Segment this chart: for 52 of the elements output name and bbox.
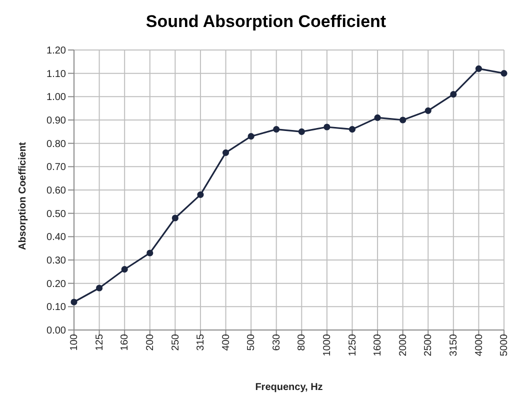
x-tick-label: 4000 [474, 334, 485, 356]
x-tick-label: 1000 [322, 334, 334, 356]
y-tick-label: 0.50 [46, 208, 66, 220]
x-tick-label: 400 [220, 334, 232, 351]
y-axis-title: Absorption Coefficient [18, 142, 29, 250]
point [273, 126, 280, 133]
x-tick-label: 1600 [372, 334, 384, 356]
point [424, 107, 432, 114]
x-tick-label: 500 [246, 334, 258, 351]
y-tick-label: 0.90 [46, 116, 66, 127]
point [324, 124, 330, 130]
y-tick-label: 0.30 [46, 256, 66, 267]
x-tick-label: 100 [69, 334, 80, 351]
x-tick-label: 2500 [423, 334, 434, 356]
x-tick-label: 315 [196, 334, 207, 351]
point [500, 70, 508, 77]
x-tick-label: 5000 [499, 334, 510, 356]
chart-title: Sound Absorption Coefficient [144, 11, 388, 33]
y-tick-label: 0.70 [46, 162, 66, 174]
x-tick-label: 200 [144, 334, 156, 351]
y-tick-label: 1.10 [46, 68, 66, 80]
y-tick-label: 0.10 [46, 302, 66, 314]
point [298, 128, 305, 135]
y-tick-label: 0.60 [46, 186, 66, 197]
point [475, 65, 482, 72]
point [121, 266, 128, 273]
point [222, 149, 230, 156]
x-tick-label: 2000 [398, 334, 409, 356]
point [146, 250, 154, 256]
point [374, 114, 381, 121]
x-tick-label: 160 [120, 334, 131, 351]
y-tick-label: 0.00 [46, 326, 66, 337]
point [70, 298, 78, 306]
x-tick-label: 250 [170, 334, 182, 351]
point [96, 284, 103, 292]
point [348, 126, 356, 133]
x-tick-label: 1250 [347, 334, 358, 356]
x-tick-label: 3150 [448, 334, 460, 356]
y-tick-label: 1.00 [46, 92, 66, 104]
x-tick-label: 800 [296, 334, 308, 351]
point [450, 91, 457, 98]
x-tick-label: 630 [271, 334, 282, 351]
point [197, 191, 204, 198]
x-tick-label: 125 [94, 334, 106, 351]
y-tick-label: 1.20 [46, 46, 66, 57]
y-tick-label: 0.80 [46, 138, 66, 150]
x-axis-title: Frequency, Hz [255, 382, 323, 393]
point [248, 133, 254, 140]
point [172, 214, 178, 222]
point [400, 116, 406, 124]
y-tick-label: 0.20 [46, 278, 66, 290]
y-tick-label: 0.40 [46, 232, 66, 244]
